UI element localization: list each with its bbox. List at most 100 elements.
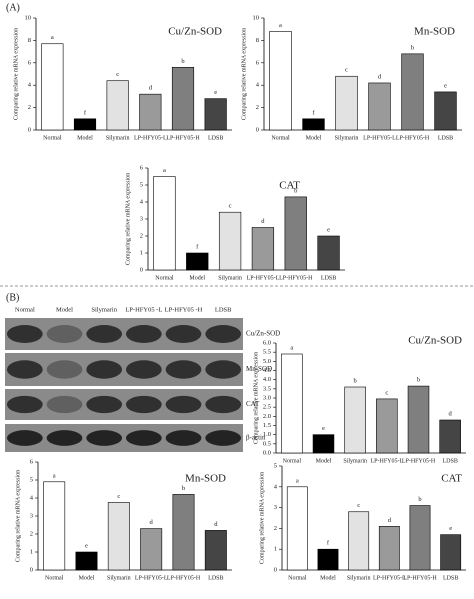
blot-strip: [5, 318, 243, 350]
bar: [251, 227, 275, 271]
blot-band: [86, 395, 123, 414]
bar: [312, 434, 335, 454]
y-tick-label: 1: [274, 546, 277, 553]
x-tick-label: LDSB: [438, 135, 453, 141]
y-tick-label: 3.5: [263, 385, 271, 392]
significance-letter: d: [378, 73, 382, 80]
significance-letter: c: [385, 389, 388, 396]
blot-strip: [5, 353, 243, 386]
x-tick-label: LDSB: [208, 575, 223, 581]
blot-band: [86, 360, 123, 379]
y-tick-label: 6: [140, 164, 144, 171]
bar: [281, 353, 303, 454]
blot-strip: [5, 389, 243, 420]
blot-band: [165, 430, 202, 446]
bar: [407, 385, 430, 454]
x-tick-label: LDSB: [208, 135, 223, 141]
bar: [107, 502, 130, 571]
significance-letter: f: [196, 243, 199, 250]
chart-title: CAT: [441, 473, 462, 485]
bar: [401, 53, 424, 131]
x-tick-label: LP-HFY05-L: [370, 458, 403, 464]
y-tick-label: 10: [253, 14, 260, 21]
y-tick-label: 6: [28, 59, 32, 66]
x-tick-label: Silymarin: [335, 135, 359, 141]
bar: [75, 551, 98, 571]
bar: [317, 235, 340, 271]
significance-letter: d: [149, 85, 153, 92]
y-axis-label: Comparing relative mRNA expression: [125, 173, 131, 265]
significance-letter: f: [312, 109, 315, 116]
significance-letter: d: [449, 410, 453, 417]
y-tick-label: 5.0: [263, 358, 271, 365]
y-axis-label: Comparing relative mRNA expression: [15, 470, 21, 562]
y-tick-label: 0: [140, 266, 143, 273]
y-tick-label: 8: [256, 37, 259, 44]
y-tick-label: 10: [25, 14, 32, 21]
x-tick-label: LDSB: [443, 575, 458, 581]
significance-letter: d: [150, 519, 154, 526]
y-tick-label: 1.5: [263, 422, 271, 429]
x-tick-label: LP-HFY05-H: [396, 135, 430, 141]
y-tick-label: 3: [30, 512, 33, 519]
y-tick-label: 2.5: [263, 404, 271, 411]
bar: [172, 494, 195, 571]
x-tick-label: Silymarin: [343, 458, 367, 464]
x-tick-label: Silymarin: [107, 575, 131, 581]
row-label: β-actin: [246, 434, 266, 442]
bar: [409, 505, 431, 571]
bar: [106, 80, 129, 131]
bar: [378, 526, 400, 571]
blot-strip: [5, 424, 243, 452]
significance-letter: e: [449, 525, 452, 532]
lane-label: Silymarin: [91, 306, 117, 313]
significance-letter: a: [51, 34, 54, 41]
blot-band: [46, 395, 83, 414]
blot-band: [125, 325, 162, 343]
y-tick-label: 0: [274, 566, 277, 573]
significance-letter: a: [279, 22, 282, 29]
x-tick-label: Normal: [288, 575, 307, 581]
y-axis-label: Comparing relative mRNA expression: [253, 352, 259, 444]
x-tick-label: LP-HFY05-L: [363, 135, 396, 141]
significance-letter: c: [117, 493, 120, 500]
significance-letter: e: [327, 226, 330, 233]
y-tick-label: 2: [140, 232, 143, 239]
bar: [153, 176, 176, 271]
lane-label: LDSB: [215, 306, 232, 313]
y-tick-label: 4.0: [263, 376, 271, 383]
significance-letter: a: [53, 472, 56, 479]
chart-title: CAT: [279, 180, 300, 192]
bar: [317, 548, 339, 571]
blot-band: [125, 395, 162, 414]
bar: [269, 31, 292, 131]
bar: [368, 82, 391, 131]
y-tick-label: 0.5: [263, 440, 271, 447]
y-axis-label: Comparing relative mRNA expression: [259, 472, 265, 564]
blot-band: [165, 395, 202, 414]
bar: [376, 398, 398, 454]
blot-band: [125, 360, 162, 379]
x-tick-label: Silymarin: [347, 575, 371, 581]
y-tick-label: 6: [256, 59, 260, 66]
significance-letter: c: [357, 502, 360, 509]
significance-letter: c: [116, 71, 119, 78]
bar: [284, 196, 307, 271]
y-tick-label: 8: [28, 37, 31, 44]
x-tick-label: LP-HFY05-H: [279, 275, 313, 281]
bar: [186, 252, 209, 271]
significance-letter: e: [444, 82, 447, 89]
blot-band: [205, 430, 242, 446]
x-tick-label: LP-HFY05-H: [167, 575, 201, 581]
bar: [41, 43, 64, 131]
significance-letter: a: [290, 344, 293, 351]
y-axis-label: Comparing relative mRNA expression: [241, 28, 247, 120]
significance-letter: b: [411, 44, 414, 51]
significance-letter: a: [163, 167, 166, 174]
significance-letter: c: [229, 203, 232, 210]
significance-letter: b: [294, 187, 297, 194]
x-tick-label: Model: [79, 575, 95, 581]
y-tick-label: 0.0: [263, 449, 271, 456]
y-tick-label: 3: [140, 215, 143, 222]
y-tick-label: 2.0: [263, 413, 271, 420]
